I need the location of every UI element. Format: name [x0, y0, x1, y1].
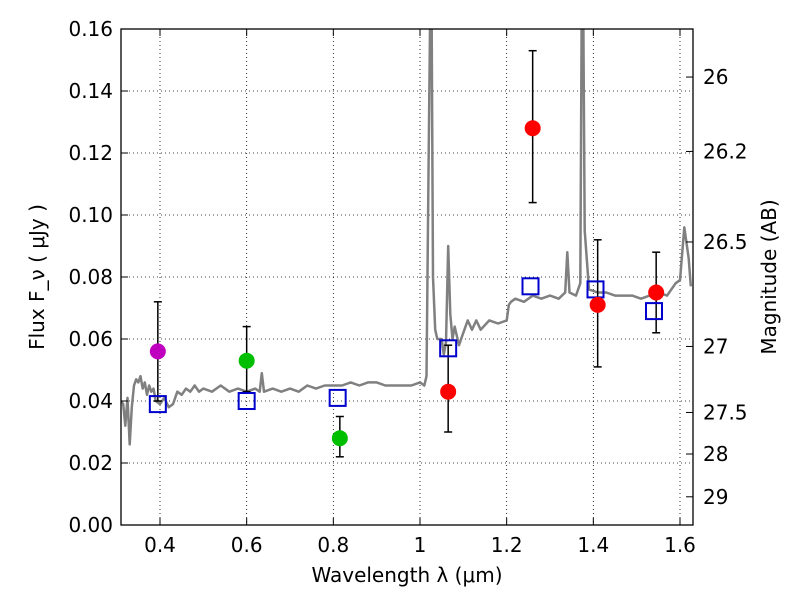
x-tick-label: 1.4	[577, 533, 609, 557]
y-tick-label: 0.14	[68, 79, 113, 103]
x-tick-label: 1	[414, 533, 427, 557]
right-tick-label: 27	[703, 334, 728, 358]
right-axis-title: Magnitude (AB)	[757, 199, 781, 354]
model-photometry-square	[645, 302, 663, 321]
y-tick-label: 0.12	[68, 141, 113, 165]
right-tick-label: 26.5	[703, 230, 748, 254]
x-axis-title: Wavelength λ (μm)	[311, 563, 502, 587]
grid	[121, 28, 693, 526]
model-photometry-square	[148, 395, 167, 414]
right-axis-ticks: 26 26.2 26.5 27 27.5 28 29	[686, 65, 748, 509]
y-tick-label: 0.16	[68, 17, 113, 41]
x-tick-label: 0.6	[231, 533, 263, 557]
y-tick-label: 0.10	[68, 203, 113, 227]
plot-frame	[120, 28, 694, 526]
x-tick-label: 1.2	[491, 533, 523, 557]
right-tick-label: 26.2	[703, 139, 748, 163]
observed-red-point	[589, 296, 606, 313]
right-tick-label: 26	[703, 65, 728, 89]
observed-photometry-layer	[149, 120, 665, 447]
y-tick-label: 0.04	[68, 389, 113, 413]
model-photometry-layer	[148, 277, 663, 414]
observed-red-point	[648, 284, 665, 301]
x-axis-ticks: 0.4 0.6 0.8 1 1.2 1.4 1.6	[144, 29, 696, 557]
observed-red-point	[440, 383, 457, 400]
y-tick-label: 0.08	[68, 265, 113, 289]
right-tick-label: 27.5	[703, 400, 748, 424]
y-axis-title: Flux F_ν ( μJy )	[25, 204, 49, 350]
right-tick-label: 29	[703, 485, 728, 509]
y-tick-label: 0.00	[68, 513, 113, 537]
model-photometry-square	[237, 392, 256, 410]
x-tick-label: 1.6	[664, 533, 696, 557]
model-photometry-square	[439, 339, 458, 358]
observed-green-point	[331, 430, 348, 447]
observed-purple-point	[149, 343, 166, 360]
observed-red-point	[524, 120, 541, 137]
right-tick-label: 28	[703, 442, 728, 466]
y-axis-ticks: 0.00 0.02 0.04 0.06 0.08 0.10 0.12 0.14 0.16	[68, 17, 128, 537]
model-photometry-square	[521, 277, 540, 296]
y-tick-label: 0.02	[68, 451, 113, 475]
model-photometry-square	[328, 388, 347, 407]
x-tick-label: 0.8	[317, 533, 349, 557]
x-tick-label: 0.4	[144, 533, 176, 557]
y-tick-label: 0.06	[68, 327, 113, 351]
observed-green-point	[238, 352, 255, 369]
